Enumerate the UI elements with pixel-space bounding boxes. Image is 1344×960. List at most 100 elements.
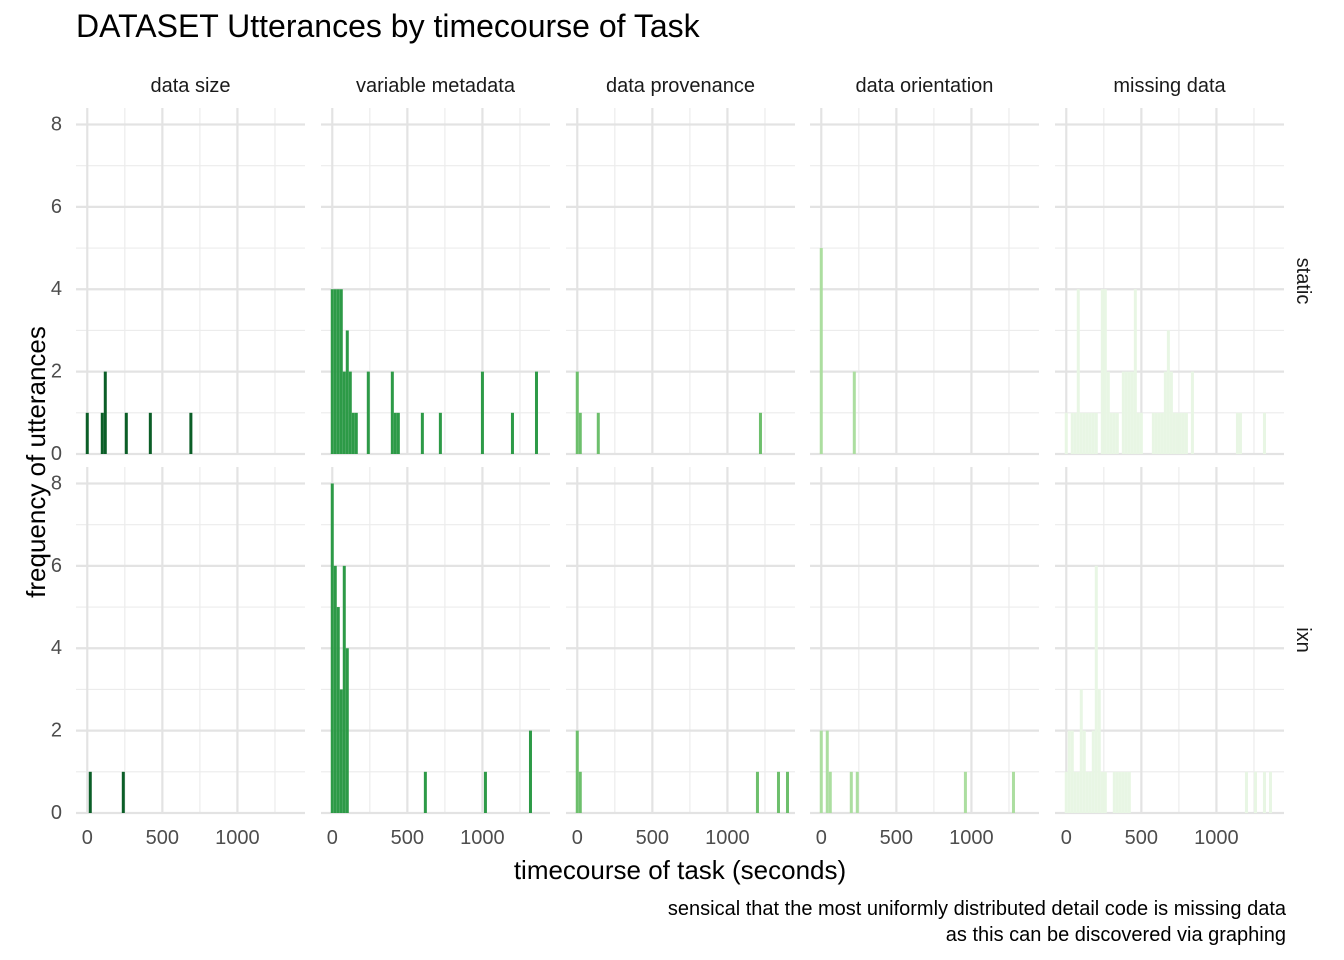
bar-missing-data-static: [1163, 371, 1167, 454]
bar-variable-metadata-ixn: [345, 648, 349, 813]
bar-variable-metadata-static: [390, 371, 394, 454]
facet-label-missing-data: missing data: [1113, 75, 1226, 97]
bar-missing-data-static: [1121, 371, 1125, 454]
bar-missing-data-ixn: [1073, 771, 1077, 813]
bar-data-provenance-ixn: [755, 771, 759, 813]
bar-data-provenance-static: [578, 412, 582, 454]
bar-missing-data-static: [1160, 412, 1164, 454]
bar-data-orientation-ixn: [963, 771, 967, 813]
bar-missing-data-static: [1127, 371, 1131, 454]
y-tick-label: 8: [51, 113, 62, 135]
bar-data-provenance-ixn: [575, 730, 579, 813]
bar-data-size-ixn: [88, 771, 92, 813]
bar-variable-metadata-static: [438, 412, 442, 454]
bar-data-provenance-static: [575, 371, 579, 454]
x-tick-label: 1000: [705, 827, 750, 849]
facet-label-static: static: [1292, 258, 1314, 305]
bar-variable-metadata-ixn: [423, 771, 427, 813]
bar-data-provenance-static: [596, 412, 600, 454]
bar-missing-data-static: [1181, 412, 1185, 454]
bar-missing-data-static: [1082, 412, 1086, 454]
bar-missing-data-ixn: [1088, 771, 1092, 813]
bar-data-size-static: [148, 412, 152, 454]
x-tick-label: 0: [82, 827, 93, 849]
chart-title: DATASET Utterances by timecourse of Task: [76, 8, 700, 44]
bar-variable-metadata-static: [393, 412, 397, 454]
bar-data-provenance-ixn: [785, 771, 789, 813]
bar-data-size-static: [103, 371, 107, 454]
bar-missing-data-static: [1151, 412, 1155, 454]
bar-missing-data-static: [1166, 330, 1170, 454]
x-tick-label: 1000: [1194, 827, 1239, 849]
bar-variable-metadata-ixn: [330, 483, 334, 813]
bar-data-provenance-static: [758, 412, 762, 454]
y-tick-label: 0: [51, 443, 62, 465]
bar-missing-data-static: [1139, 412, 1143, 454]
bar-variable-metadata-static: [354, 412, 358, 454]
bar-variable-metadata-static: [342, 371, 346, 454]
bar-missing-data-ixn: [1118, 771, 1122, 813]
facet-label-ixn: ixn: [1292, 627, 1314, 653]
bar-missing-data-static: [1094, 412, 1098, 454]
bar-missing-data-static: [1085, 412, 1089, 454]
bar-data-orientation-static: [819, 248, 823, 454]
bar-variable-metadata-static: [510, 412, 514, 454]
bar-missing-data-ixn: [1076, 771, 1080, 813]
bar-missing-data-static: [1115, 412, 1119, 454]
bar-data-orientation-ixn: [1011, 771, 1015, 813]
bar-missing-data-ixn: [1091, 730, 1095, 813]
bar-variable-metadata-static: [345, 330, 349, 454]
bar-data-size-static: [100, 412, 104, 454]
x-axis-label: timecourse of task (seconds): [514, 855, 846, 885]
bar-missing-data-static: [1112, 412, 1116, 454]
x-tick-label: 500: [391, 827, 424, 849]
y-tick-label: 2: [51, 720, 62, 742]
bar-missing-data-ixn: [1103, 771, 1107, 813]
bar-missing-data-ixn: [1067, 730, 1071, 813]
bar-missing-data-static: [1103, 289, 1107, 454]
bar-missing-data-static: [1073, 412, 1077, 454]
bar-missing-data-static: [1154, 412, 1158, 454]
bar-missing-data-ixn: [1268, 771, 1272, 813]
bar-missing-data-static: [1184, 412, 1188, 454]
bar-missing-data-static: [1157, 412, 1161, 454]
bar-missing-data-ixn: [1121, 771, 1125, 813]
bar-missing-data-ixn: [1079, 689, 1083, 813]
bar-missing-data-ixn: [1097, 689, 1101, 813]
bar-missing-data-ixn: [1064, 771, 1068, 813]
x-tick-label: 1000: [215, 827, 260, 849]
bar-variable-metadata-static: [351, 412, 355, 454]
bar-variable-metadata-ixn: [528, 730, 532, 813]
bar-missing-data-static: [1109, 412, 1113, 454]
x-tick-label: 1000: [460, 827, 505, 849]
bar-variable-metadata-ixn: [483, 771, 487, 813]
bar-data-orientation-ixn: [849, 771, 853, 813]
y-tick-label: 2: [51, 361, 62, 383]
bar-data-provenance-ixn: [776, 771, 780, 813]
bar-missing-data-static: [1172, 412, 1176, 454]
bar-variable-metadata-ixn: [342, 565, 346, 813]
bar-missing-data-static: [1178, 412, 1182, 454]
bar-data-size-static: [85, 412, 89, 454]
x-tick-label: 500: [1125, 827, 1158, 849]
bar-variable-metadata-static: [333, 289, 337, 454]
bar-variable-metadata-static: [339, 289, 343, 454]
bar-data-orientation-ixn: [828, 771, 832, 813]
bar-data-size-ixn: [121, 771, 125, 813]
bar-variable-metadata-static: [480, 371, 484, 454]
bar-variable-metadata-static: [330, 289, 334, 454]
y-tick-label: 0: [51, 802, 62, 824]
bar-data-orientation-static: [852, 371, 856, 454]
bar-data-size-static: [124, 412, 128, 454]
bar-missing-data-static: [1070, 412, 1074, 454]
bar-missing-data-ixn: [1127, 771, 1131, 813]
x-tick-label: 500: [146, 827, 179, 849]
bar-data-provenance-ixn: [578, 771, 582, 813]
bar-variable-metadata-static: [366, 371, 370, 454]
bar-missing-data-static: [1064, 412, 1068, 454]
bar-variable-metadata-static: [420, 412, 424, 454]
bar-missing-data-ixn: [1262, 771, 1266, 813]
bar-variable-metadata-ixn: [336, 607, 340, 813]
bar-missing-data-static: [1076, 289, 1080, 454]
y-tick-label: 6: [51, 196, 62, 218]
